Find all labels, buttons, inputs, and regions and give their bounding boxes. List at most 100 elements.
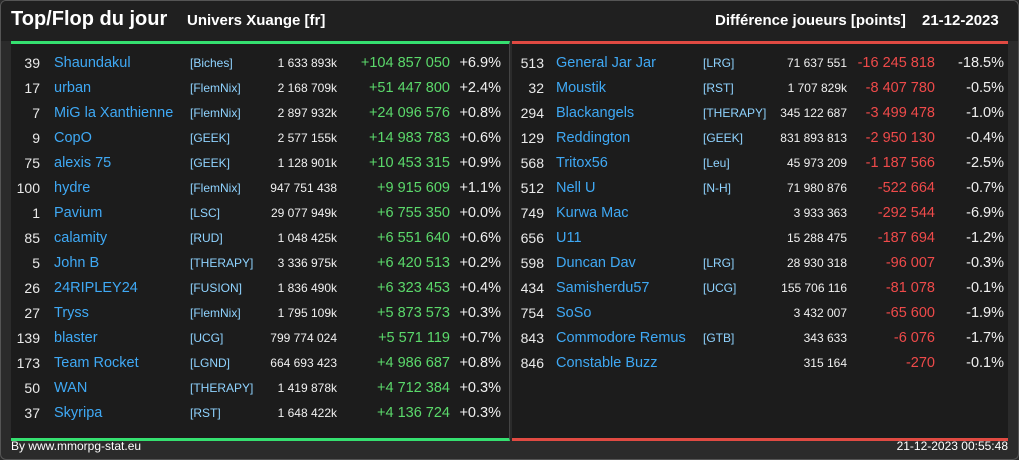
player-name-link[interactable]: Nell U (556, 180, 596, 196)
player-name-link[interactable]: Tritox56 (556, 155, 608, 171)
alliance-tag-link[interactable]: [RST] (703, 81, 734, 95)
player-name-link[interactable]: Blackangels (556, 105, 635, 121)
rank-cell: 294 (520, 105, 544, 121)
player-name-link[interactable]: John B (54, 255, 100, 271)
points-diff: -2 950 130 (865, 130, 935, 146)
points-diff: -96 007 (885, 255, 935, 271)
player-row: 39 Shaundakul [Biches] 1 633 893k +104 857 0… (11, 51, 509, 76)
alliance-tag-link[interactable]: [Biches] (190, 56, 233, 70)
player-name-link[interactable]: Shaundakul (54, 55, 131, 71)
alliance-tag-link[interactable]: [GTB] (703, 331, 735, 345)
percent-change: -2.5% (966, 155, 1004, 171)
player-name-link[interactable]: Constable Buzz (556, 355, 658, 371)
player-row: 1 Pavium [LSC] 29 077 949k +6 755 350 +0.0% (11, 201, 509, 226)
player-name-link[interactable]: alexis 75 (54, 155, 112, 171)
player-name-link[interactable]: 24RIPLEY24 (54, 280, 138, 296)
page-title: Top/Flop du jour (11, 8, 168, 30)
player-row: 754 SoSo 3 432 007 -65 600 -1.9% (512, 301, 1008, 326)
alliance-tag-link[interactable]: [RUD] (190, 231, 223, 245)
player-name-link[interactable]: Tryss (54, 305, 89, 321)
percent-change: +1.1% (459, 180, 501, 196)
alliance-tag-link[interactable]: [LRG] (703, 256, 735, 270)
points-diff: -6 076 (893, 330, 935, 346)
player-name-link[interactable]: Samisherdu57 (556, 280, 650, 296)
points-diff: +6 755 350 (377, 205, 450, 221)
player-name-link[interactable]: Team Rocket (54, 355, 139, 371)
alliance-tag-link[interactable]: [LGND] (190, 356, 231, 370)
player-name-link[interactable]: General Jar Jar (556, 55, 656, 71)
player-row: 27 Tryss [FlemNix] 1 795 109k +5 873 573 +0.3… (11, 301, 509, 326)
alliance-tag-link[interactable]: [THERAPY] (190, 381, 254, 395)
player-name-link[interactable]: WAN (54, 380, 88, 396)
rank-cell: 139 (16, 330, 40, 346)
player-name-link[interactable]: SoSo (556, 305, 592, 321)
alliance-tag-link[interactable]: [FUSION] (190, 281, 243, 295)
alliance-tag-link[interactable]: [LSC] (190, 206, 221, 220)
player-row: 139 blaster [UCG] 799 774 024 +5 571 119 +0.7… (11, 326, 509, 351)
player-row: 568 Tritox56 [Leu] 45 973 209 -1 187 566 -2.5… (512, 151, 1008, 176)
rank-cell: 846 (520, 355, 544, 371)
points-total: 799 774 024 (270, 331, 337, 345)
player-name-link[interactable]: urban (54, 80, 92, 96)
alliance-tag-link[interactable]: [GEEK] (190, 131, 231, 145)
points-total: 2 168 709k (277, 81, 337, 95)
percent-change: -1.0% (966, 105, 1004, 121)
player-name-link[interactable]: blaster (54, 330, 98, 346)
rank-cell: 5 (32, 255, 40, 271)
rank-cell: 100 (16, 180, 40, 196)
alliance-tag-link[interactable]: [RST] (190, 406, 221, 420)
points-diff: +14 983 783 (368, 130, 450, 146)
points-diff: +4 136 724 (377, 405, 450, 421)
points-diff: -270 (905, 355, 935, 371)
player-name-link[interactable]: hydre (54, 180, 91, 196)
alliance-tag-link[interactable]: [FlemNix] (190, 81, 241, 95)
percent-change: +0.7% (459, 330, 501, 346)
rank-cell: 129 (520, 130, 544, 146)
alliance-tag-link[interactable]: [FlemNix] (190, 306, 241, 320)
points-total: 345 122 687 (780, 106, 847, 120)
percent-change: +0.6% (459, 130, 501, 146)
points-diff: +24 096 576 (368, 105, 450, 121)
alliance-tag-link[interactable]: [UCG] (190, 331, 224, 345)
player-row: 5 John B [THERAPY] 3 336 975k +6 420 513 +0.2… (11, 251, 509, 276)
rank-cell: 32 (528, 80, 544, 96)
points-total: 1 128 901k (277, 156, 337, 170)
alliance-tag-link[interactable]: [THERAPY] (190, 256, 254, 270)
alliance-tag-link[interactable]: [GEEK] (190, 156, 231, 170)
percent-change: -1.9% (966, 305, 1004, 321)
player-name-link[interactable]: MiG la Xanthienne (54, 105, 174, 121)
player-name-link[interactable]: Duncan Dav (556, 255, 636, 271)
points-diff: +4 712 384 (377, 380, 450, 396)
points-total: 15 288 475 (786, 231, 847, 245)
alliance-tag-link[interactable]: [FlemNix] (190, 181, 241, 195)
points-diff: -16 245 818 (857, 55, 935, 71)
player-name-link[interactable]: Reddington (556, 130, 631, 146)
alliance-tag-link[interactable]: [Leu] (703, 156, 730, 170)
player-name-link[interactable]: Pavium (54, 205, 103, 221)
metric-label: Différence joueurs [points] (715, 12, 906, 29)
percent-change: -0.4% (966, 130, 1004, 146)
rank-cell: 85 (24, 230, 40, 246)
percent-change: -0.3% (966, 255, 1004, 271)
alliance-tag-link[interactable]: [LRG] (703, 56, 735, 70)
alliance-tag-link[interactable]: [N-H] (703, 181, 731, 195)
player-name-link[interactable]: U11 (556, 230, 582, 246)
rank-cell: 512 (520, 180, 544, 196)
alliance-tag-link[interactable]: [FlemNix] (190, 106, 241, 120)
rank-cell: 513 (520, 55, 544, 71)
player-name-link[interactable]: Skyripa (54, 405, 103, 421)
player-name-link[interactable]: CopO (54, 130, 92, 146)
player-name-link[interactable]: Moustik (556, 80, 606, 96)
alliance-tag-link[interactable]: [GEEK] (703, 131, 744, 145)
rank-cell: 9 (32, 130, 40, 146)
player-row: 129 Reddington [GEEK] 831 893 813 -2 950 130… (512, 126, 1008, 151)
points-diff: +9 915 609 (377, 180, 450, 196)
alliance-tag-link[interactable]: [THERAPY] (703, 106, 767, 120)
percent-change: -0.1% (966, 355, 1004, 371)
alliance-tag-link[interactable]: [UCG] (703, 281, 737, 295)
player-name-link[interactable]: calamity (54, 230, 108, 246)
top-panel: 39 Shaundakul [Biches] 1 633 893k +104 857 0… (11, 41, 510, 441)
rank-cell: 843 (520, 330, 544, 346)
player-name-link[interactable]: Kurwa Mac (556, 205, 629, 221)
player-name-link[interactable]: Commodore Remus (556, 330, 686, 346)
